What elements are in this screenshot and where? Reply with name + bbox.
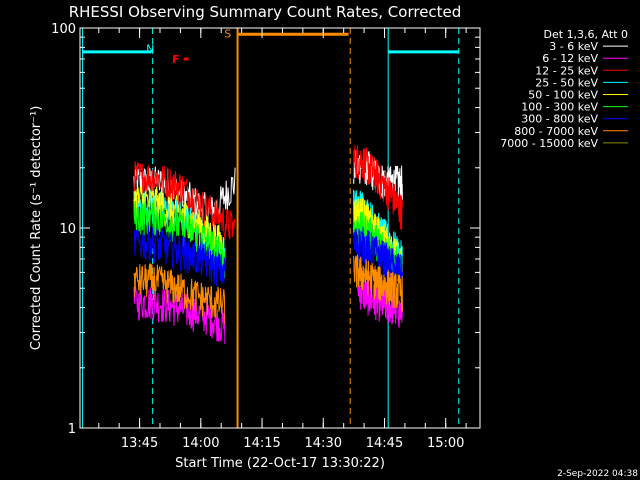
- data-series: [133, 145, 403, 345]
- series-line-6-1: [133, 199, 226, 279]
- series-line-8-2: [353, 253, 403, 312]
- plot-frame: [79, 27, 481, 429]
- axes: 1 10 100 13:45 14:00 14:15 14:30 14:45 15:00: [51, 22, 481, 451]
- timestamp: 2-Sep-2022 04:38: [557, 469, 638, 479]
- legend-entry-label: 50 - 100 keV: [528, 89, 598, 102]
- y-tick-label: 10: [59, 222, 76, 237]
- series-line-2-2: [357, 275, 403, 329]
- annotation-s: S: [224, 27, 231, 40]
- chart-title: RHESSI Observing Summary Count Rates, Co…: [69, 3, 462, 21]
- series-line-2-1: [133, 285, 226, 345]
- series-line-8-1: [133, 262, 226, 325]
- legend-entry-label: 25 - 50 keV: [535, 76, 598, 89]
- x-axis-label: Start Time (22-Oct-17 13:30:22): [175, 456, 385, 471]
- series-line-7-2: [353, 226, 403, 288]
- x-tick-label: 14:30: [305, 436, 342, 451]
- legend-entry-label: 800 - 7000 keV: [514, 125, 598, 138]
- x-tick-label: 15:00: [427, 436, 464, 451]
- x-tick-label: 14:00: [182, 436, 219, 451]
- x-tick-label: 14:15: [243, 436, 280, 451]
- legend-entry-label: 7000 - 15000 keV: [500, 137, 598, 150]
- x-tick-label: 14:45: [366, 436, 403, 451]
- legend-entry-label: 6 - 12 keV: [542, 52, 598, 65]
- y-axis-label: Corrected Count Rate (s⁻¹ detector⁻¹): [29, 106, 44, 351]
- legend-entry-label: 12 - 25 keV: [535, 64, 598, 77]
- series-line-7-1: [133, 225, 226, 287]
- legend-entry-label: 3 - 6 keV: [549, 40, 598, 53]
- legend-entry-label: 300 - 800 keV: [521, 113, 598, 126]
- y-tick-label: 100: [51, 22, 76, 37]
- y-tick-label: 1: [68, 422, 76, 437]
- legend-header: Det 1,3,6, Att 0: [544, 28, 628, 41]
- x-tick-label: 13:45: [121, 436, 158, 451]
- series-line-3-1: [133, 161, 236, 241]
- legend-entry-label: 100 - 300 keV: [521, 101, 598, 114]
- annotation-f: F: [172, 53, 180, 66]
- annotation-n: N: [146, 42, 154, 55]
- series-line-3-2: [353, 145, 403, 230]
